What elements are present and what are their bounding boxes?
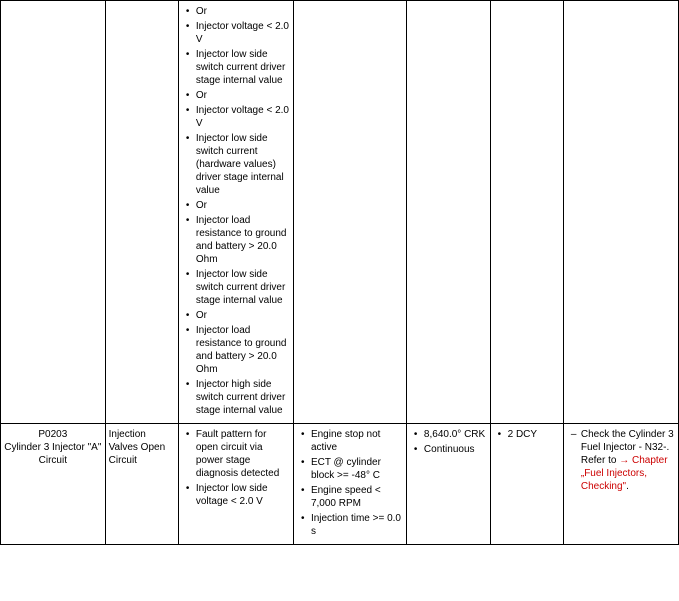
list-item: Or — [182, 199, 290, 212]
table-row: P0203 Cylinder 3 Injector "A" Circuit In… — [1, 424, 679, 545]
diagnostic-table: OrInjector voltage < 2.0 VInjector low s… — [0, 0, 679, 545]
cell-component: Injection Valves Open Circuit — [105, 424, 178, 545]
list-item: Injector low side switch current driver … — [182, 268, 290, 307]
dtc-code: P0203 — [4, 428, 102, 441]
list-item: Continuous — [410, 443, 487, 456]
cell-criteria: Fault pattern for open circuit via power… — [178, 424, 293, 545]
cell-mil — [490, 1, 563, 424]
action-item: Check the Cylinder 3 Fuel Injector - N32… — [567, 428, 675, 493]
list-item: Injector low side voltage < 2.0 V — [182, 482, 290, 508]
cell-conditions: Engine stop not activeECT @ cylinder blo… — [293, 424, 406, 545]
cell-mil: 2 DCY — [490, 424, 563, 545]
action-list: Check the Cylinder 3 Fuel Injector - N32… — [567, 428, 675, 493]
cell-duration: 8,640.0° CRK Continuous — [406, 424, 490, 545]
list-item: ECT @ cylinder block >= -48° C — [297, 456, 403, 482]
list-item: 2 DCY — [494, 428, 560, 441]
cell-component — [105, 1, 178, 424]
cell-criteria: OrInjector voltage < 2.0 VInjector low s… — [178, 1, 293, 424]
table-row: OrInjector voltage < 2.0 VInjector low s… — [1, 1, 679, 424]
list-item: 8,640.0° CRK — [410, 428, 487, 441]
list-item: Injector low side switch current driver … — [182, 48, 290, 87]
cell-action: Check the Cylinder 3 Fuel Injector - N32… — [563, 424, 678, 545]
action-suffix: . — [626, 481, 629, 492]
criteria-list: Fault pattern for open circuit via power… — [182, 428, 290, 508]
list-item: Or — [182, 309, 290, 322]
cell-action — [563, 1, 678, 424]
list-item: Or — [182, 89, 290, 102]
list-item: Engine speed < 7,000 RPM — [297, 484, 403, 510]
dtc-title: Cylinder 3 Injector "A" Circuit — [4, 441, 102, 467]
list-item: Injector high side switch current driver… — [182, 378, 290, 417]
cell-duration — [406, 1, 490, 424]
duration-list: 8,640.0° CRK Continuous — [410, 428, 487, 456]
cell-conditions — [293, 1, 406, 424]
criteria-list: OrInjector voltage < 2.0 VInjector low s… — [182, 5, 290, 417]
list-item: Injection time >= 0.0 s — [297, 512, 403, 538]
list-item: Injector load resistance to ground and b… — [182, 214, 290, 266]
mil-list: 2 DCY — [494, 428, 560, 441]
list-item: Engine stop not active — [297, 428, 403, 454]
list-item: Injector low side switch current (hardwa… — [182, 132, 290, 197]
conditions-list: Engine stop not activeECT @ cylinder blo… — [297, 428, 403, 538]
list-item: Or — [182, 5, 290, 18]
list-item: Injector voltage < 2.0 V — [182, 104, 290, 130]
list-item: Fault pattern for open circuit via power… — [182, 428, 290, 480]
cell-code: P0203 Cylinder 3 Injector "A" Circuit — [1, 424, 106, 545]
cell-code — [1, 1, 106, 424]
list-item: Injector voltage < 2.0 V — [182, 20, 290, 46]
list-item: Injector load resistance to ground and b… — [182, 324, 290, 376]
